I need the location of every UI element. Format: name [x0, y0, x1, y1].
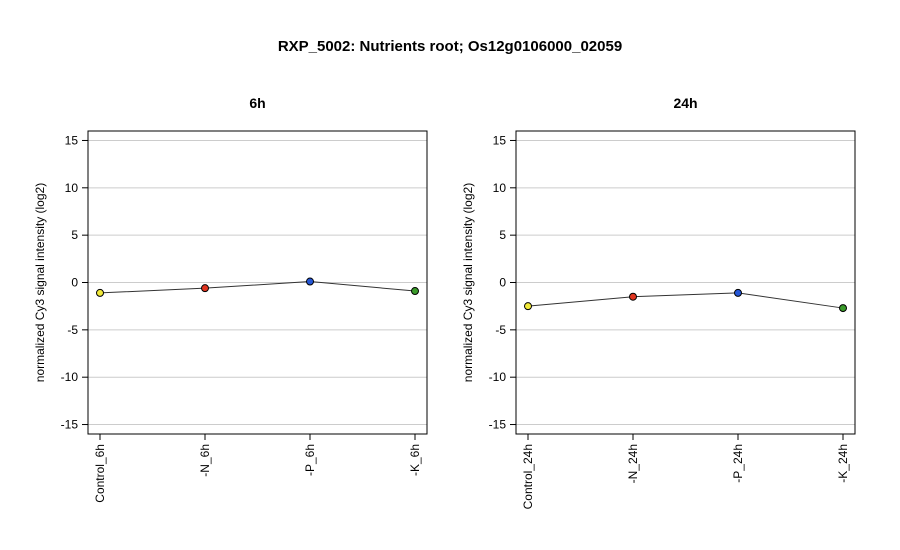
- y-tick-label: 15: [493, 133, 507, 147]
- data-point: [96, 288, 104, 297]
- panel-title: 6h: [249, 95, 265, 111]
- y-tick-label: -15: [61, 418, 79, 432]
- panel-2: 24h 15 10 5 0 -5 -10 -15 normalized Cy3 signal i…: [461, 95, 856, 509]
- data-point: [839, 304, 847, 313]
- y-tick-label: 10: [493, 181, 507, 195]
- data-point: [734, 288, 742, 297]
- y-tick-label: 0: [71, 276, 78, 290]
- y-axis-label: normalized Cy3 signal intensity (log2): [33, 183, 47, 382]
- data-point: [524, 302, 532, 311]
- figure-title: RXP_5002: Nutrients root; Os12g0106000_0…: [277, 38, 623, 55]
- y-tick-label: -10: [489, 370, 507, 384]
- panel-title: 24h: [673, 95, 697, 111]
- series-line: [527, 292, 844, 309]
- data-point: [306, 277, 314, 286]
- x-tick-label: -N_24h: [626, 444, 640, 483]
- y-tick-label: -5: [67, 323, 78, 337]
- y-tick-label: -5: [495, 323, 506, 337]
- x-tick-label: -K_24h: [836, 444, 850, 483]
- x-tick-label: -N_6h: [198, 444, 212, 477]
- data-point: [201, 284, 209, 293]
- x-tick-label: Control_24h: [521, 444, 535, 509]
- y-tick-label: 5: [71, 228, 78, 242]
- y-axis-label: normalized Cy3 signal intensity (log2): [461, 183, 475, 382]
- y-tick-label: 15: [65, 133, 79, 147]
- y-tick-label: 10: [65, 181, 79, 195]
- data-point: [629, 292, 637, 301]
- y-tick-label: 0: [499, 276, 506, 290]
- y-tick-label: -10: [61, 370, 79, 384]
- y-tick-label: -15: [489, 418, 507, 432]
- panel-1: 6h 15 10 5 0 -5 -10 -15 normalized Cy3 signal in…: [33, 95, 428, 503]
- series-line: [99, 281, 416, 294]
- data-point: [411, 287, 419, 296]
- x-tick-label: -P_24h: [731, 444, 745, 483]
- y-tick-label: 5: [499, 228, 506, 242]
- x-tick-label: Control_6h: [93, 444, 107, 503]
- x-tick-label: -P_6h: [303, 444, 317, 476]
- x-tick-label: -K_6h: [408, 444, 422, 476]
